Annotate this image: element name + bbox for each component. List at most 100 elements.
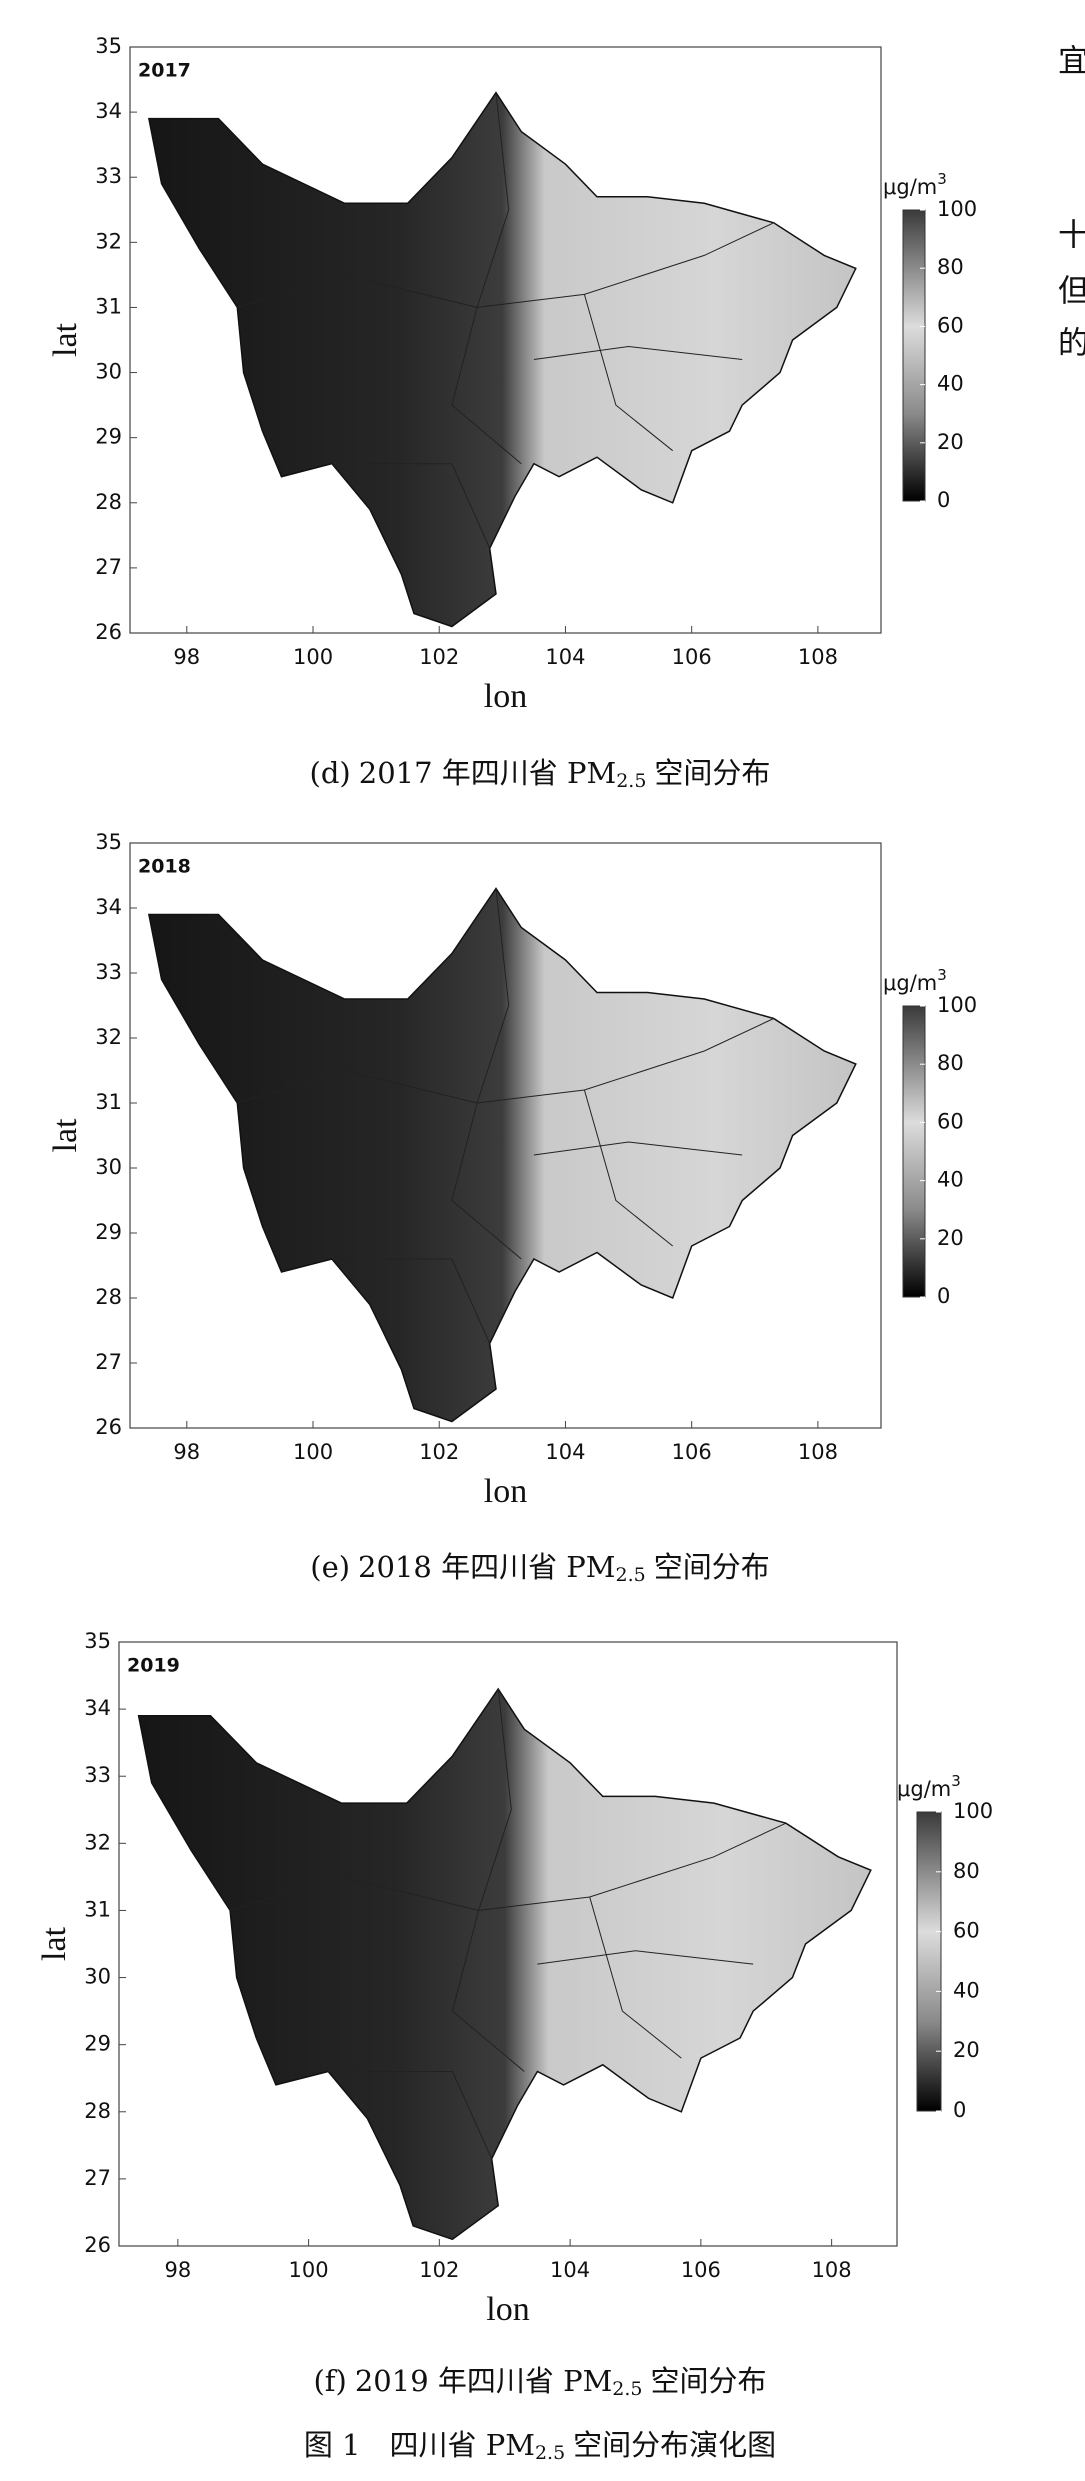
y-tick-label: 26 — [84, 2233, 111, 2257]
prefecture-border — [537, 1950, 754, 1965]
x-tick-label: 98 — [164, 2258, 191, 2282]
x-tick-label: 106 — [681, 2258, 721, 2282]
colorbar-tick-label: 20 — [953, 2038, 980, 2062]
x-axis-label: lon — [486, 2291, 529, 2328]
y-tick-label: 26 — [95, 620, 122, 644]
unit-sup: 3 — [951, 1772, 961, 1790]
panel-caption: (d) 2017 年四川省 PM2.5 空间分布 — [310, 756, 771, 792]
panel-caption: (f) 2019 年四川省 PM2.5 空间分布 — [313, 2364, 766, 2400]
figure-caption-sub: 2.5 — [535, 2442, 565, 2464]
body-text-fragment: 的 — [1058, 326, 1085, 362]
colorbar-tick-label: 0 — [953, 2098, 966, 2122]
colorbar — [902, 1005, 926, 1298]
figure-caption-text: 图 1 四川省 PM — [304, 2428, 535, 2462]
y-tick-label: 32 — [95, 1025, 122, 1049]
y-tick-label: 30 — [84, 1965, 111, 1989]
x-tick-label: 108 — [812, 2258, 852, 2282]
colorbar-tick-label: 20 — [937, 430, 964, 454]
colorbar-tick-label: 60 — [953, 1919, 980, 1943]
prefecture-border — [237, 1069, 478, 1104]
colorbar-tick-label: 0 — [937, 488, 950, 512]
y-tick-label: 28 — [95, 490, 122, 514]
y-tick-label: 31 — [84, 1897, 111, 1921]
y-tick-label: 31 — [95, 1090, 122, 1114]
x-tick-label: 102 — [419, 2258, 459, 2282]
panel-year: 2018 — [138, 856, 191, 878]
caption-text: 2019 年四川省 PM — [355, 2364, 612, 2398]
unit-base: μg/m — [897, 1777, 951, 1801]
unit-base: μg/m — [883, 971, 937, 995]
y-tick-label: 32 — [84, 1830, 111, 1854]
x-tick-label: 100 — [293, 1440, 333, 1464]
y-axis-label: lat — [36, 1926, 73, 1961]
y-tick-label: 34 — [95, 895, 122, 919]
y-tick-label: 28 — [95, 1285, 122, 1309]
prefecture-border — [583, 294, 674, 452]
y-tick-label: 32 — [95, 229, 122, 253]
caption-sub: 2.5 — [616, 770, 646, 792]
body-text-fragment: 宜 — [1058, 44, 1085, 80]
colorbar-tick-label: 40 — [953, 1978, 980, 2002]
colorbar-tick-label: 40 — [937, 1168, 964, 1192]
prefecture-border — [331, 463, 491, 549]
y-tick-label: 35 — [95, 830, 122, 854]
caption-text: 2017 年四川省 PM — [359, 756, 616, 790]
y-tick-label: 28 — [84, 2099, 111, 2123]
x-tick-label: 102 — [419, 645, 459, 669]
colorbar-unit: μg/m3 — [897, 1772, 961, 1802]
y-tick-label: 29 — [95, 1220, 122, 1244]
y-tick-label: 27 — [95, 1350, 122, 1374]
y-tick-label: 33 — [95, 960, 122, 984]
y-tick-label: 27 — [84, 2166, 111, 2190]
x-tick-label: 108 — [798, 1440, 838, 1464]
prefecture-border — [331, 1258, 491, 1344]
prefecture-border — [237, 274, 478, 308]
caption-text: 2018 年四川省 PM — [358, 1550, 615, 1584]
colorbar-tick-label: 0 — [937, 1284, 950, 1308]
y-tick-label: 29 — [84, 2032, 111, 2056]
colorbar-tick-label: 60 — [937, 1109, 964, 1133]
y-tick-label: 35 — [84, 1629, 111, 1653]
x-axis-label: lon — [484, 1473, 527, 1510]
caption-label: (e) — [310, 1550, 350, 1584]
prefecture-border — [328, 2071, 493, 2160]
colorbar-tick-label: 60 — [937, 313, 964, 337]
x-axis-label: lon — [484, 678, 527, 715]
caption-tail: 空间分布 — [654, 1550, 770, 1584]
x-tick-label: 100 — [289, 2258, 329, 2282]
province-map — [147, 887, 857, 1423]
colorbar-tick-label: 100 — [953, 1799, 993, 1823]
prefecture-border — [589, 1896, 682, 2059]
y-tick-label: 33 — [95, 164, 122, 188]
x-tick-label: 104 — [550, 2258, 590, 2282]
province-map — [147, 91, 857, 628]
colorbar-tick-label: 20 — [937, 1226, 964, 1250]
figure-caption: 图 1 四川省 PM2.5 空间分布演化图 — [304, 2428, 776, 2464]
y-axis-label: lat — [47, 1118, 84, 1153]
caption-label: (d) — [310, 756, 351, 790]
x-tick-label: 106 — [672, 645, 712, 669]
unit-sup: 3 — [937, 966, 947, 984]
unit-sup: 3 — [937, 170, 947, 188]
x-tick-label: 100 — [293, 645, 333, 669]
y-tick-label: 31 — [95, 294, 122, 318]
x-tick-label: 108 — [798, 645, 838, 669]
caption-sub: 2.5 — [612, 2378, 642, 2400]
colorbar — [916, 1811, 942, 2112]
province-map — [137, 1687, 872, 2241]
panel-year: 2019 — [127, 1655, 180, 1677]
caption-tail: 空间分布 — [651, 2364, 767, 2398]
unit-base: μg/m — [883, 175, 937, 199]
body-text-fragment: 但 — [1058, 274, 1085, 310]
prefecture-border — [477, 222, 774, 308]
x-tick-label: 98 — [173, 645, 200, 669]
y-tick-label: 33 — [84, 1763, 111, 1787]
figure-caption-tail: 空间分布演化图 — [573, 2428, 776, 2462]
y-tick-label: 35 — [95, 34, 122, 58]
body-text-fragment: 十 — [1058, 218, 1085, 254]
prefecture-border — [533, 1141, 743, 1156]
y-tick-label: 26 — [95, 1415, 122, 1439]
colorbar-tick-label: 80 — [937, 255, 964, 279]
